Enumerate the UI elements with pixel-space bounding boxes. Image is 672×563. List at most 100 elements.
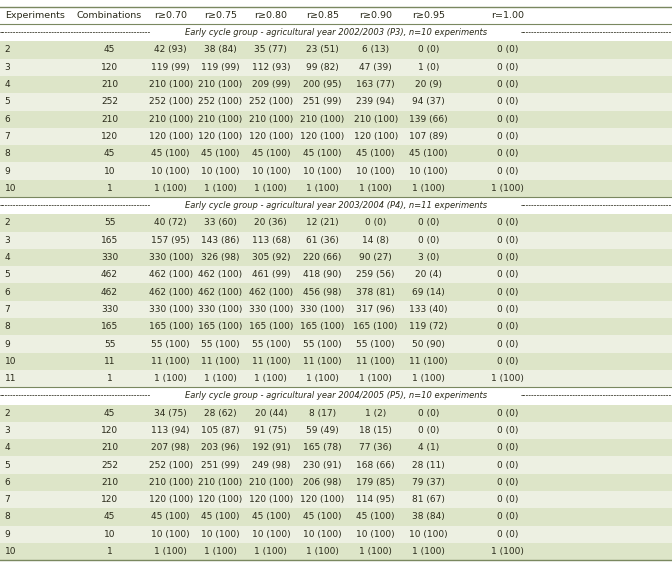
Bar: [0, 352, 672, 370]
Text: 55 (100): 55 (100): [201, 339, 240, 348]
Text: 210 (100): 210 (100): [353, 115, 398, 124]
Text: -------------------------------------------------------: ----------------------------------------…: [521, 201, 672, 210]
Text: 210 (100): 210 (100): [149, 478, 193, 487]
Text: 210: 210: [101, 80, 118, 89]
Text: 45 (100): 45 (100): [251, 149, 290, 158]
Text: 252 (100): 252 (100): [149, 97, 193, 106]
Text: 7: 7: [5, 305, 11, 314]
Text: 10: 10: [5, 184, 16, 193]
Text: -------------------------------------------------------: ----------------------------------------…: [521, 28, 672, 37]
Text: 20 (36): 20 (36): [255, 218, 287, 227]
Text: 7: 7: [5, 132, 11, 141]
Text: 99 (82): 99 (82): [306, 63, 339, 72]
Text: 0 (0): 0 (0): [497, 339, 518, 348]
Text: 1 (2): 1 (2): [365, 409, 386, 418]
Text: 0 (0): 0 (0): [497, 80, 518, 89]
Text: 11 (100): 11 (100): [303, 357, 342, 366]
Text: 210 (100): 210 (100): [198, 115, 243, 124]
Text: 6 (13): 6 (13): [362, 46, 389, 55]
Text: 330 (100): 330 (100): [149, 305, 193, 314]
Text: 1 (100): 1 (100): [204, 547, 237, 556]
Text: 0 (0): 0 (0): [497, 305, 518, 314]
Text: 11 (100): 11 (100): [201, 357, 240, 366]
Text: 1 (100): 1 (100): [360, 184, 392, 193]
Text: 50 (90): 50 (90): [413, 339, 445, 348]
Bar: [0, 543, 672, 560]
Text: 3: 3: [5, 63, 11, 72]
Text: 1 (100): 1 (100): [155, 374, 187, 383]
Text: 179 (85): 179 (85): [356, 478, 395, 487]
Text: 0 (0): 0 (0): [497, 132, 518, 141]
Text: 1: 1: [107, 374, 112, 383]
Text: 8 (17): 8 (17): [309, 409, 336, 418]
Bar: [0, 128, 672, 145]
Text: 1 (100): 1 (100): [155, 547, 187, 556]
Text: r≥0.85: r≥0.85: [306, 11, 339, 20]
Text: 0 (0): 0 (0): [497, 115, 518, 124]
Text: 0 (0): 0 (0): [497, 322, 518, 331]
Text: 165 (100): 165 (100): [300, 322, 345, 331]
Text: 10 (100): 10 (100): [409, 167, 448, 176]
Text: 0 (0): 0 (0): [497, 236, 518, 245]
Text: r≥0.75: r≥0.75: [204, 11, 237, 20]
Text: 1 (100): 1 (100): [413, 184, 445, 193]
Text: 330: 330: [101, 253, 118, 262]
Text: 165: 165: [101, 322, 118, 331]
Text: 0 (0): 0 (0): [497, 357, 518, 366]
Text: 45 (100): 45 (100): [356, 512, 395, 521]
Text: -------------------------------------------------------: ----------------------------------------…: [521, 391, 672, 400]
Text: 0 (0): 0 (0): [365, 218, 386, 227]
Text: 20 (44): 20 (44): [255, 409, 287, 418]
Bar: [0, 526, 672, 543]
Text: 2: 2: [5, 218, 10, 227]
Text: 1 (100): 1 (100): [255, 547, 287, 556]
Text: 252 (100): 252 (100): [149, 461, 193, 470]
Text: 192 (91): 192 (91): [251, 443, 290, 452]
Text: 10 (100): 10 (100): [151, 167, 190, 176]
Text: 252: 252: [101, 461, 118, 470]
Text: 143 (86): 143 (86): [201, 236, 240, 245]
Text: 210 (100): 210 (100): [249, 115, 293, 124]
Text: Early cycle group - agricultural year 2004/2005 (P5), n=10 experiments: Early cycle group - agricultural year 20…: [185, 391, 487, 400]
Text: 1 (100): 1 (100): [306, 184, 339, 193]
Text: r=1.00: r=1.00: [491, 11, 524, 20]
Text: 0 (0): 0 (0): [497, 149, 518, 158]
Text: 45 (100): 45 (100): [409, 149, 448, 158]
Bar: [0, 336, 672, 352]
Text: 330 (100): 330 (100): [249, 305, 293, 314]
Text: 251 (99): 251 (99): [201, 461, 240, 470]
Text: 252 (100): 252 (100): [198, 97, 243, 106]
Text: 112 (93): 112 (93): [251, 63, 290, 72]
Text: Experiments: Experiments: [5, 11, 65, 20]
Text: 12 (21): 12 (21): [306, 218, 339, 227]
Text: 9: 9: [5, 167, 11, 176]
Text: 33 (60): 33 (60): [204, 218, 237, 227]
Text: 3: 3: [5, 426, 11, 435]
Bar: [0, 180, 672, 197]
Bar: [0, 249, 672, 266]
Text: 1 (100): 1 (100): [204, 374, 237, 383]
Text: 209 (99): 209 (99): [251, 80, 290, 89]
Text: 207 (98): 207 (98): [151, 443, 190, 452]
Bar: [0, 422, 672, 439]
Text: 0 (0): 0 (0): [418, 236, 439, 245]
Text: 8: 8: [5, 512, 11, 521]
Text: 23 (51): 23 (51): [306, 46, 339, 55]
Text: 252: 252: [101, 97, 118, 106]
Bar: [0, 266, 672, 283]
Text: 47 (39): 47 (39): [360, 63, 392, 72]
Bar: [0, 491, 672, 508]
Text: 120 (100): 120 (100): [353, 132, 398, 141]
Bar: [0, 231, 672, 249]
Text: 10 (100): 10 (100): [251, 530, 290, 539]
Text: 1 (100): 1 (100): [306, 374, 339, 383]
Text: 1: 1: [107, 184, 112, 193]
Text: 1 (100): 1 (100): [255, 374, 287, 383]
Text: 1 (100): 1 (100): [255, 184, 287, 193]
Text: 0 (0): 0 (0): [497, 167, 518, 176]
Bar: [0, 301, 672, 318]
Text: 120 (100): 120 (100): [198, 132, 243, 141]
Text: 38 (84): 38 (84): [413, 512, 445, 521]
Text: 28 (62): 28 (62): [204, 409, 237, 418]
Text: 252 (100): 252 (100): [249, 97, 293, 106]
